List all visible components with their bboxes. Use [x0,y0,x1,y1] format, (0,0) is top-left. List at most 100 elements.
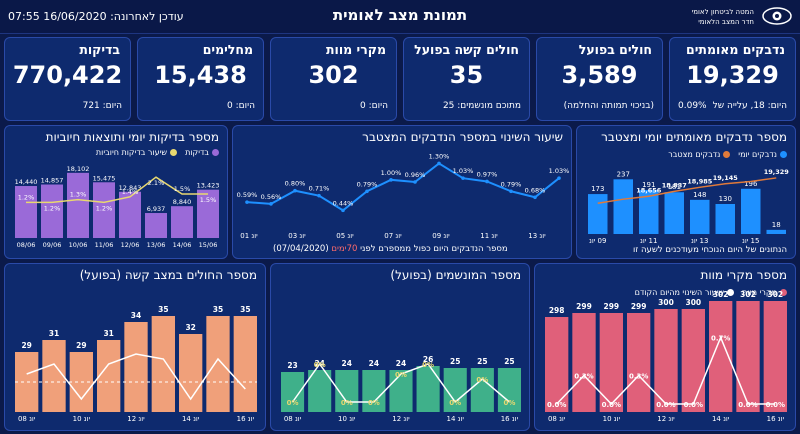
deaths-x-label: יונ 08 [548,415,566,423]
tests-rate-label: 2.1% [148,179,165,187]
vent-bar-label: 24 [342,359,352,368]
severe-bar-label: 35 [158,305,168,314]
cum-label: 19,145 [713,174,739,182]
kpi-title: נדבקים מאומתים [686,42,785,57]
kpi-sub: היום: 0 [227,101,255,111]
eye-icon [762,7,792,25]
growth-point [341,208,345,213]
confirmed-bar [741,188,761,234]
kpi-sub: מתוכם מונשמים: 25 [442,101,521,111]
vent-rate-label: 0% [449,399,461,407]
deaths-rate-legend-dot [726,289,734,296]
tests-x-label: 15/06 [199,241,218,249]
severe-panel: מספר החולים במצב קשה (בפועל) 29 יונ 08 31 2… [4,263,266,431]
vent-bar [281,372,305,412]
vent-bar-label: 25 [477,357,487,366]
confirmed-note: הנתונים של היום הנוכחי מעודכנים לשעה זו [633,245,787,255]
tests-rate-label: 1.5% [200,196,217,204]
vent-rate-label: 0% [503,399,515,407]
tests-bar-label: 14,440 [15,178,38,186]
tests-bar-label: 14,857 [41,177,64,185]
confirmed-title: מספר נדבקים מאומתים יומי ומצטבר [601,130,787,144]
severe-bar [206,316,230,412]
cum-legend-dot [723,151,731,158]
deaths-legend: מקרי מוות שיעור השינוי מהיום הקודם [635,288,787,297]
severe-bar-label: 29 [21,341,31,350]
deaths-bar [599,313,623,412]
kpi-title: מקרי מוות [326,42,386,57]
deaths-x-label: יונ 10 [603,415,621,423]
vent-bar-label: 24 [396,359,406,368]
deaths-title: מספר מקרי מוות [700,268,787,282]
vent-bar-label: 25 [504,357,514,366]
severe-bar-label: 31 [49,329,59,338]
logo: המטה לביטחון לאומי חדר המצב הלאומי [672,4,792,30]
rate-legend-dot [170,149,178,156]
kpi-value: 770,422 [12,61,123,89]
tests-bar-label: 8,840 [173,198,192,206]
tests-rate-label: 1.2% [18,193,35,201]
kpi-value: 15,438 [154,61,247,89]
deaths-bar-label: 302 [768,290,784,299]
deaths-rate-label: 0.0% [738,401,757,409]
deaths-rate-label: 0.0% [602,401,621,409]
deaths-bar [627,313,651,412]
deaths-rate-label: 0.3% [629,373,648,381]
cum-line [597,177,777,205]
kpi-sub2: 0.09% [678,101,707,111]
kpi-sub: היום: 721 [82,101,122,111]
deaths-legend-dot [780,289,787,296]
logo-line-1: המטה לביטחון לאומי [691,8,754,16]
tests-legend: בדיקות שיעור בדיקות חיוביות [96,148,219,157]
confirmed-bar [588,194,608,234]
vent-bar-label: 25 [450,357,460,366]
severe-rate-line [26,353,246,401]
last-updated: עודכן לאחרונה: 16/06/2020 07:55 [8,10,184,23]
vent-bar-label: 24 [369,359,379,368]
growth-point [437,161,441,166]
tests-x-label: 11/06 [95,241,114,249]
vent-bar [497,368,521,412]
vent-bar [443,368,467,412]
tests-bar [67,172,89,238]
tests-legend-dot [212,149,219,156]
vent-bar [416,366,440,412]
confirmed-bar-label: 173 [591,185,604,193]
growth-label: 1.00% [381,169,402,177]
vent-x-label: יונ 12 [392,415,410,423]
severe-bar [97,340,121,412]
growth-x-label: יונ 03 [288,232,306,240]
confirmed-panel: מספר נדבקים מאומתים יומי ומצטבר נדבקים י… [576,125,796,259]
tests-x-label: 14/06 [173,241,192,249]
confirmed-bar-label: 181 [668,183,681,191]
legend-rate: שיעור בדיקות חיוביות [95,148,168,157]
confirmed-legend: נדבקים יומי נדבקים מצטבר [668,150,787,159]
growth-point [485,179,489,184]
kpi-sub: (בניכוי תמותה והחלמה) [563,101,654,111]
growth-note-highlight: 70ימים [331,244,358,254]
deaths-bar-label: 302 [713,290,729,299]
growth-label: 1.03% [453,167,474,175]
deaths-bar-label: 300 [658,298,674,307]
vent-rate-line [291,362,510,404]
tests-bar-label: 12,843 [119,184,142,192]
tests-bar [145,213,167,238]
vent-rate-label: 0% [368,399,380,407]
severe-bar [179,334,203,412]
growth-label: 1.30% [429,152,450,160]
top-header: תמונת מצב לאומית עודכן לאחרונה: 16/06/20… [0,0,800,34]
severe-bar [42,340,66,412]
severe-bar-label: 32 [185,323,195,332]
tests-x-label: 10/06 [69,241,88,249]
growth-x-label: יונ 11 [480,232,498,240]
tests-bar-label: 13,423 [197,182,220,190]
growth-label: 0.71% [309,185,330,193]
growth-chart: 0.59% 0.56%0.80%0.71%0.44%0.79%1.00% 0.96%… [237,152,570,240]
vent-title: מספר המונשמים (בפועל) [390,268,521,282]
growth-note-date: (07/04/2020) [273,244,329,254]
vent-rate-label: 0% [287,399,299,407]
deaths-bar [681,309,705,412]
tests-bar [93,182,115,238]
tests-rate-label: 1.4% [122,188,139,196]
kpi-sub: היום: 18, עלייה של [712,101,787,111]
